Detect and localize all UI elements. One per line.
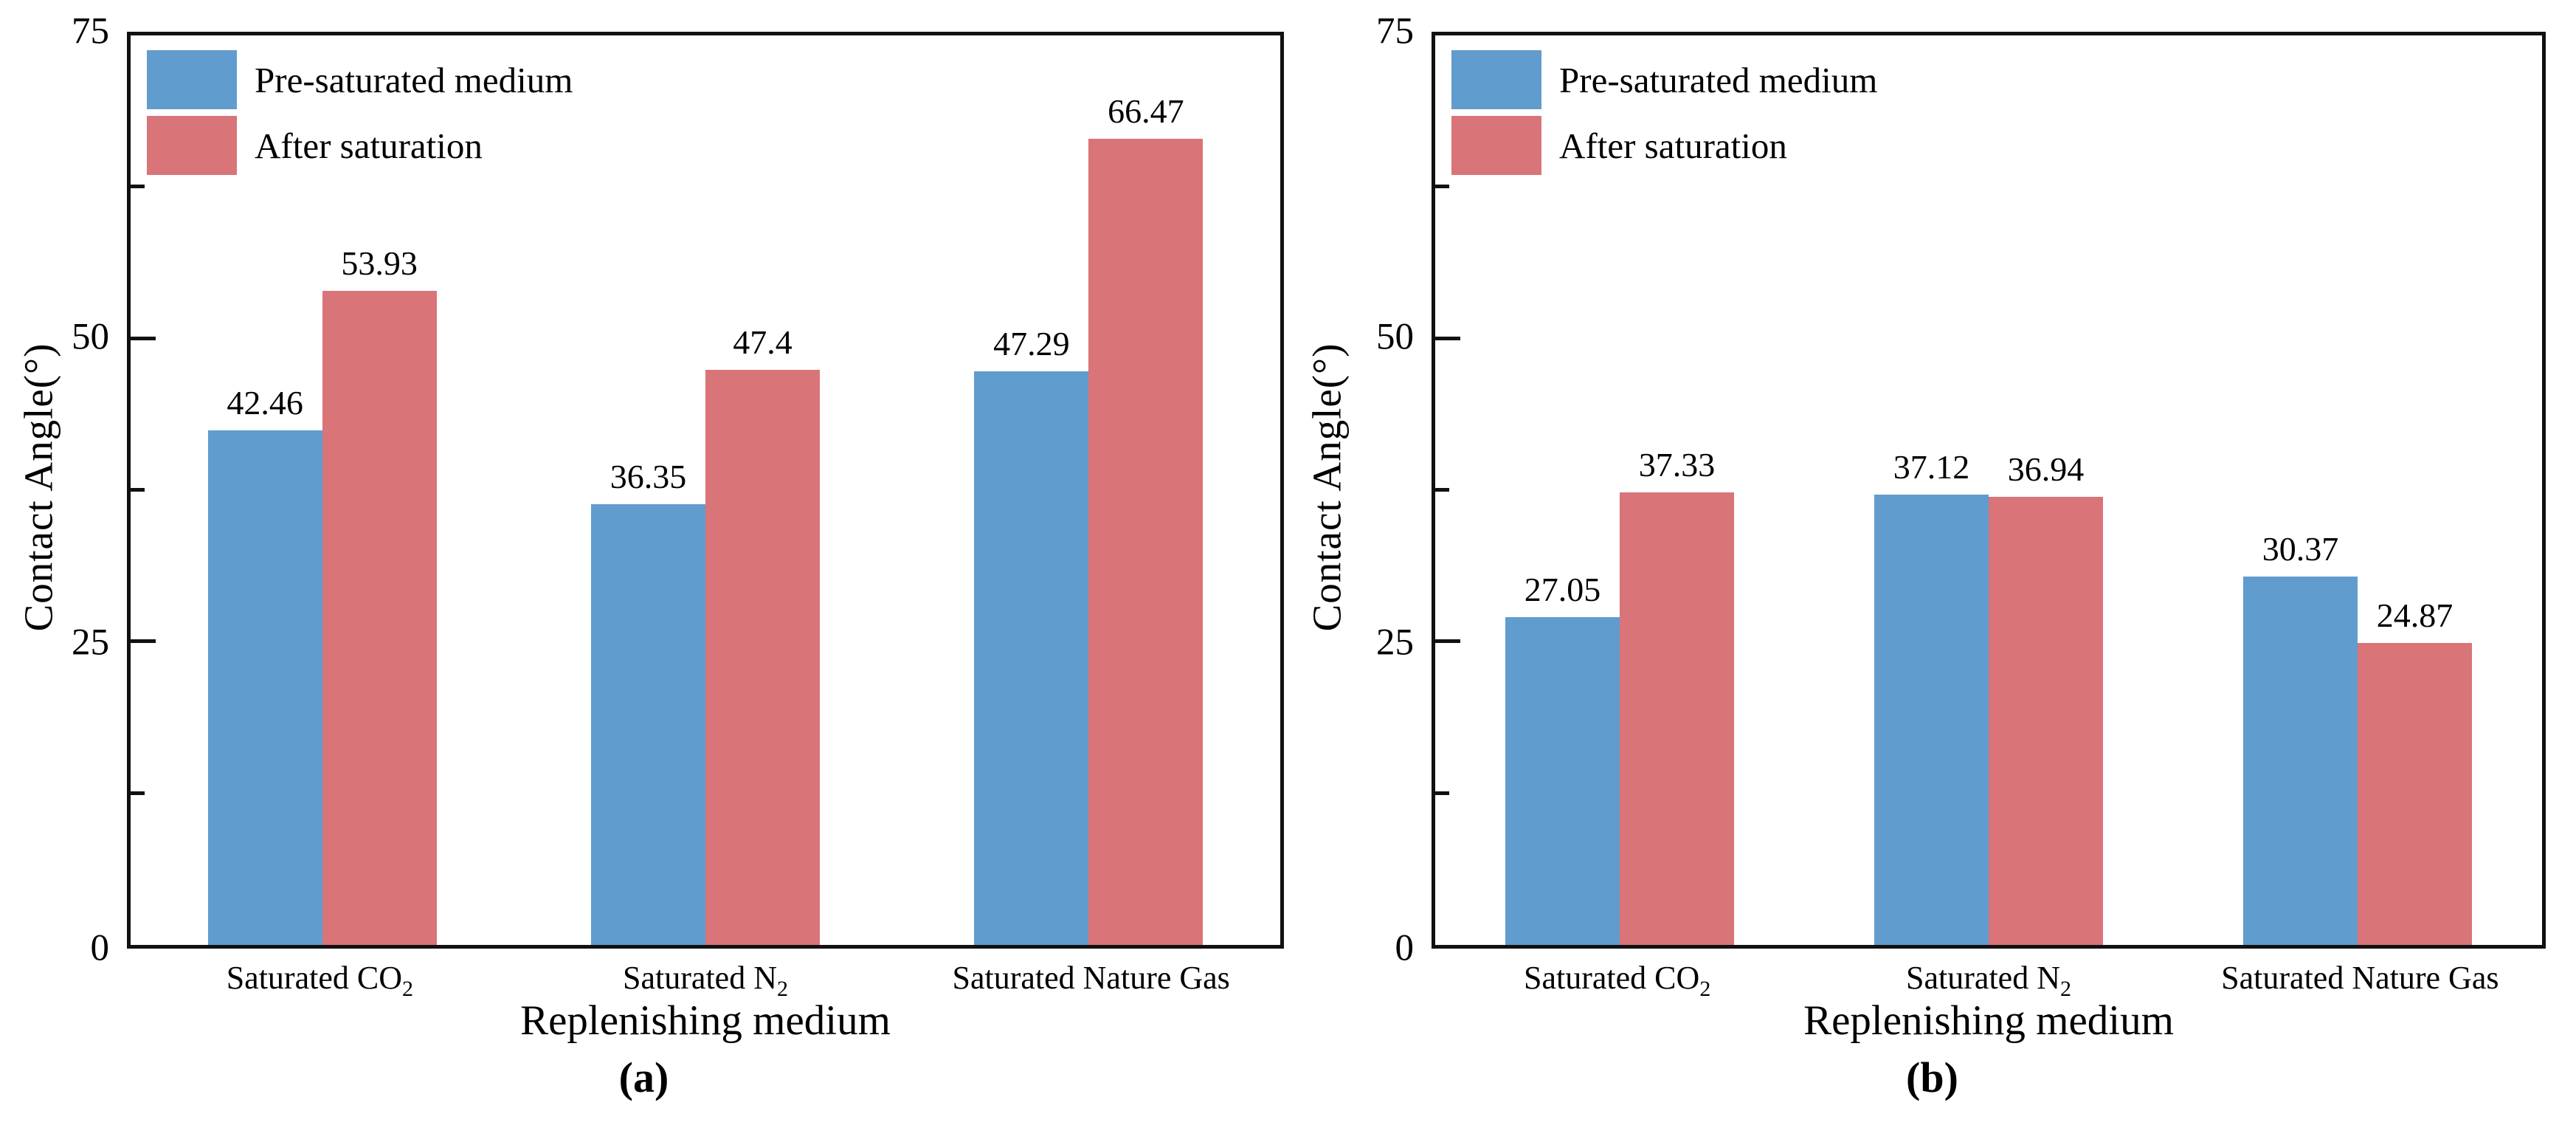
legend: Pre-saturated medium After saturation xyxy=(1451,50,1877,182)
x-category-label: Saturated CO2 xyxy=(226,960,413,1001)
plot-area: 27.05 37.33 37.12 36.94 30.37 24.87 Pre-satur… xyxy=(1432,32,2546,949)
x-category-label: Saturated Nature Gas xyxy=(952,960,1230,996)
legend-item-after-saturation: After saturation xyxy=(1451,116,1877,175)
y-tick-label: 75 xyxy=(1376,10,1414,52)
bar-pre-saturated xyxy=(207,430,322,945)
legend-swatch-pre-saturated xyxy=(147,50,237,109)
y-tick-major xyxy=(1435,336,1460,340)
y-tick-minor xyxy=(1435,185,1449,189)
bar-after-saturation xyxy=(2358,643,2472,945)
x-axis-title: Replenishing medium xyxy=(520,997,891,1044)
bar-value-label: 24.87 xyxy=(2376,596,2454,635)
bar-pre-saturated xyxy=(1505,616,1620,945)
bar-value-label: 36.35 xyxy=(610,457,687,495)
y-tick-label: 50 xyxy=(1376,316,1414,358)
y-tick-minor xyxy=(1435,791,1449,795)
legend-label: After saturation xyxy=(255,125,483,166)
y-tick-minor xyxy=(131,185,145,189)
panel-caption: (a) xyxy=(618,1053,669,1101)
bar-pre-saturated xyxy=(1874,495,1989,945)
y-tick-label: 0 xyxy=(90,927,110,969)
plot-area: 42.46 53.93 36.35 47.4 47.29 66.47 Pre-satura… xyxy=(127,32,1284,949)
x-category-label: Saturated CO2 xyxy=(1524,960,1711,1001)
bars: 42.46 53.93 36.35 47.4 47.29 66.47 xyxy=(131,35,1280,945)
legend-item-after-saturation: After saturation xyxy=(147,116,573,175)
y-tick-label: 50 xyxy=(72,316,109,358)
bar-pre-saturated xyxy=(591,503,705,945)
panel-caption: (b) xyxy=(1906,1053,1958,1101)
bar-value-label: 47.29 xyxy=(993,325,1070,363)
bar-value-label: 30.37 xyxy=(2262,530,2339,568)
bar-value-label: 47.4 xyxy=(733,323,793,362)
y-axis-ticks xyxy=(131,35,1280,945)
bar-after-saturation xyxy=(1620,492,1734,945)
bar-value-label: 42.46 xyxy=(227,383,303,422)
y-axis-tick-labels: 0 25 50 75 xyxy=(0,13,109,967)
bar-after-saturation xyxy=(705,370,820,945)
legend-label: Pre-saturated medium xyxy=(255,59,573,100)
bar-pre-saturated xyxy=(974,371,1089,945)
x-category-label: Saturated N2 xyxy=(1906,960,2071,1001)
bar-after-saturation xyxy=(322,291,437,945)
x-category-label: Saturated N2 xyxy=(623,960,788,1001)
legend-label: After saturation xyxy=(1559,125,1787,166)
legend-swatch-pre-saturated xyxy=(1451,50,1541,109)
bar-value-label: 36.94 xyxy=(2007,450,2085,489)
y-tick-major xyxy=(131,336,156,340)
bar-value-label: 37.33 xyxy=(1638,445,1716,484)
y-tick-minor xyxy=(131,791,145,795)
y-tick-major xyxy=(131,639,156,644)
legend-swatch-after-saturation xyxy=(147,116,237,175)
legend-item-pre-saturated: Pre-saturated medium xyxy=(147,50,573,109)
x-category-label: Saturated Nature Gas xyxy=(2221,960,2499,996)
legend-label: Pre-saturated medium xyxy=(1559,59,1878,100)
y-tick-label: 25 xyxy=(72,622,109,664)
y-tick-major xyxy=(1435,639,1460,644)
y-axis-tick-labels: 0 25 50 75 xyxy=(1288,13,1414,967)
panel-b: Contact Angle(°) 0 25 50 75 27.05 37.33 37.12… xyxy=(1288,0,2576,1128)
bar-value-label: 37.12 xyxy=(1893,448,1970,486)
bar-after-saturation xyxy=(1989,497,2103,945)
y-tick-label: 0 xyxy=(1395,927,1415,969)
panel-a: Contact Angle(°) 0 25 50 75 42.46 53.93 36.35… xyxy=(0,13,1284,1101)
y-axis-ticks xyxy=(1435,35,2542,945)
x-category-labels: Saturated CO2 Saturated N2 Saturated Natur… xyxy=(1432,960,2546,1005)
bar-value-label: 66.47 xyxy=(1108,92,1184,131)
bar-pre-saturated xyxy=(2243,577,2358,945)
legend-swatch-after-saturation xyxy=(1451,116,1541,175)
legend-item-pre-saturated: Pre-saturated medium xyxy=(1451,50,1877,109)
y-tick-minor xyxy=(1435,488,1449,492)
bar-after-saturation xyxy=(1088,139,1204,945)
bar-value-label: 53.93 xyxy=(341,244,418,283)
y-tick-label: 75 xyxy=(72,10,109,52)
x-category-labels: Saturated CO2 Saturated N2 Saturated Natur… xyxy=(127,960,1284,1005)
x-axis-title: Replenishing medium xyxy=(1803,997,2174,1044)
bar-value-label: 27.05 xyxy=(1524,570,1601,608)
bars: 27.05 37.33 37.12 36.94 30.37 24.87 xyxy=(1435,35,2542,945)
y-tick-minor xyxy=(131,488,145,492)
legend: Pre-saturated medium After saturation xyxy=(147,50,573,182)
y-tick-label: 25 xyxy=(1376,622,1414,664)
